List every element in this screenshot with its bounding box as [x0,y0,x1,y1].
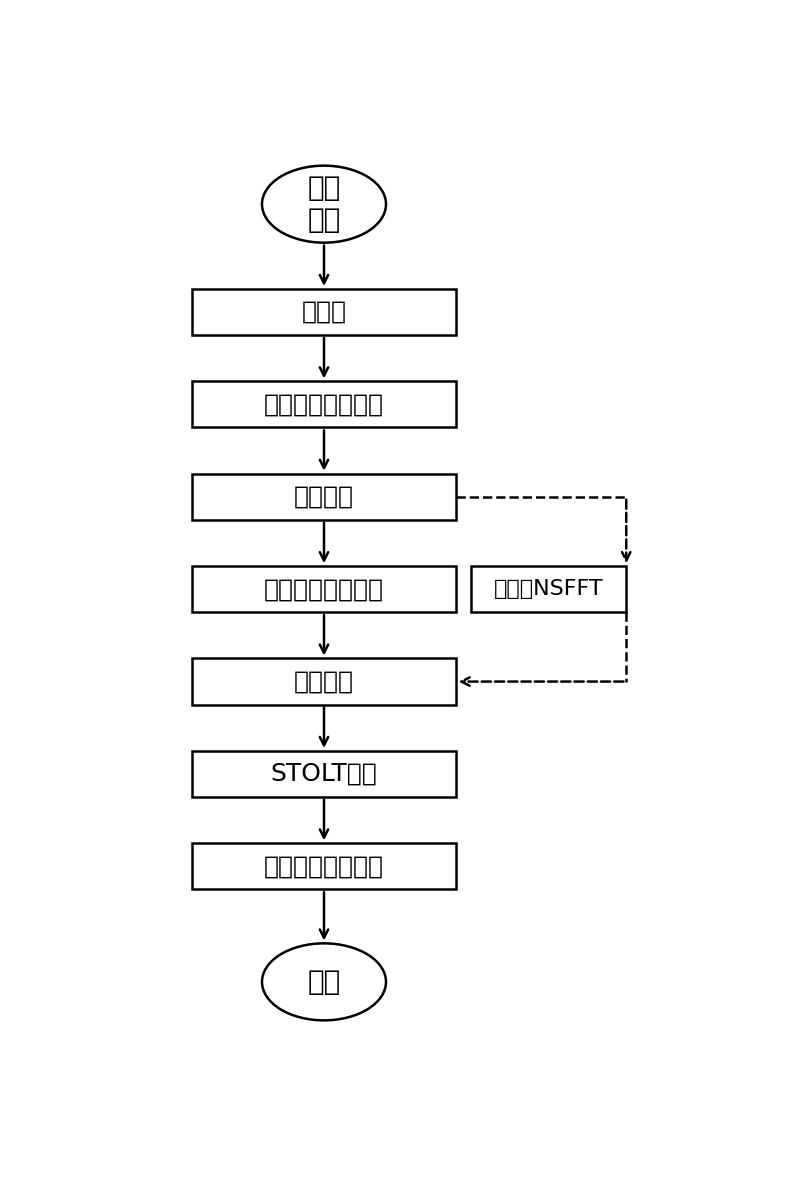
Text: 方位向傅立叶变换: 方位向傅立叶变换 [264,577,384,601]
Bar [192,474,456,520]
Bar [192,381,456,428]
Text: STOLT变换: STOLT变换 [271,762,377,786]
Bar [192,843,456,890]
Text: 方位向NSFFT: 方位向NSFFT [494,580,603,599]
Bar [192,751,456,797]
Bar [192,565,456,612]
Text: 去载频: 去载频 [302,299,346,324]
Text: 脉冲压缩: 脉冲压缩 [294,485,354,508]
Bar [192,289,456,335]
Bar [192,658,456,704]
Text: 图像: 图像 [307,968,341,996]
Bar [472,565,626,612]
Text: 二维傅立叶逆变换: 二维傅立叶逆变换 [264,854,384,878]
Ellipse shape [262,943,386,1020]
Text: 距离向傅立叶变换: 距离向傅立叶变换 [264,392,384,416]
Text: 原始
数据: 原始 数据 [307,173,341,234]
Ellipse shape [262,165,386,242]
Text: 相位补偶: 相位补偶 [294,670,354,694]
